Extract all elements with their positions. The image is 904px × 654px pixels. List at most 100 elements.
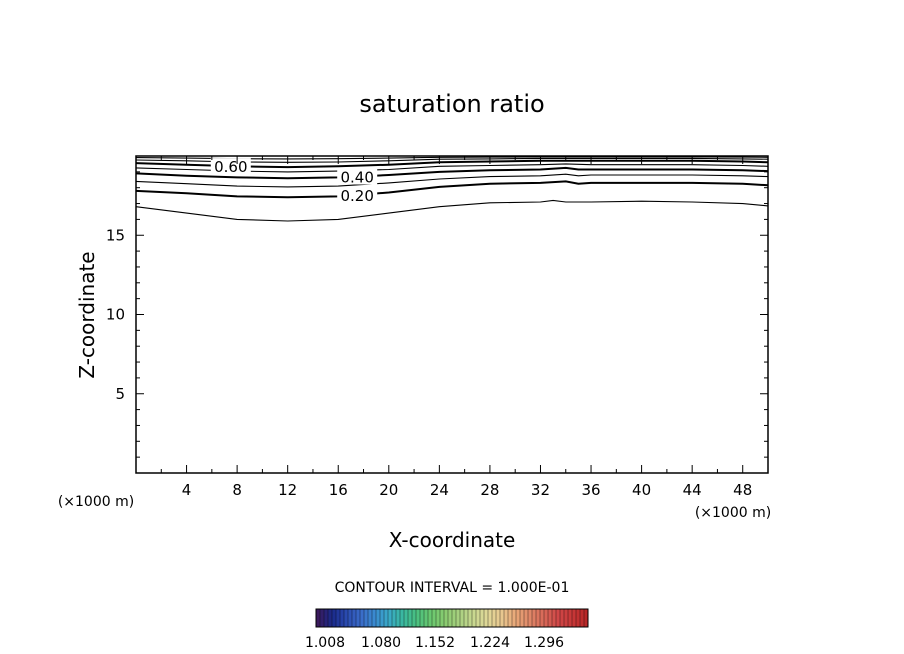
y-axis-title: Z-coordinate: [75, 251, 99, 378]
contour-interval-text: CONTOUR INTERVAL = 1.000E-01: [335, 580, 570, 596]
colorbar-cell: [316, 609, 321, 627]
x-tick-label: 40: [632, 481, 651, 499]
colorbar-cell: [572, 609, 577, 627]
colorbar-cell: [364, 609, 369, 627]
colorbar-cell: [380, 609, 385, 627]
x-unit-left: (×1000 m): [58, 494, 134, 510]
colorbar-cell: [528, 609, 533, 627]
x-tick-label: 36: [581, 481, 600, 499]
colorbar-cell: [396, 609, 401, 627]
x-axis-title: X-coordinate: [389, 528, 516, 552]
colorbar-cell: [520, 609, 525, 627]
contour-line: [135, 180, 769, 199]
colorbar-tick-label: 1.008: [305, 635, 345, 651]
colorbar-cell: [436, 609, 441, 627]
colorbar-cell: [360, 609, 365, 627]
contour-label: 0.60: [214, 158, 247, 176]
x-tick-label: 4: [182, 481, 192, 499]
colorbar-cell: [332, 609, 337, 627]
contour-label-bg: [337, 168, 378, 185]
x-tick-label: 8: [232, 481, 242, 499]
colorbar-cell: [524, 609, 529, 627]
chart-title: saturation ratio: [359, 90, 544, 118]
y-axis-ticks: 5 10 15: [106, 155, 768, 474]
colorbar-cell: [536, 609, 541, 627]
x-tick-label: 20: [379, 481, 398, 499]
contour-label: 0.20: [340, 187, 373, 205]
contour-labels: 0.200.40 0.60: [210, 158, 378, 205]
colorbar-cell: [336, 609, 341, 627]
contour-label: 0.40: [340, 169, 373, 187]
colorbar-cell: [560, 609, 565, 627]
x-tick-label: 32: [531, 481, 550, 499]
colorbar-tick-label: 1.296: [524, 635, 564, 651]
plot-frame: [135, 155, 769, 474]
contour-label-bg: [210, 158, 251, 175]
colorbar-cell: [420, 609, 425, 627]
colorbar-cell: [372, 609, 377, 627]
colorbar-cell: [344, 609, 349, 627]
y-tick-label: 5: [115, 385, 125, 403]
colorbar-cell: [384, 609, 389, 627]
colorbar-cell: [416, 609, 421, 627]
colorbar-cell: [504, 609, 509, 627]
colorbar-cell: [484, 609, 489, 627]
colorbar-tick-label: 1.080: [361, 635, 401, 651]
colorbar-cell: [488, 609, 493, 627]
colorbar-cell: [476, 609, 481, 627]
contour-line: [135, 199, 769, 222]
colorbar-cell: [452, 609, 457, 627]
colorbar-cell: [404, 609, 409, 627]
x-tick-label: 28: [480, 481, 499, 499]
colorbar-cell: [456, 609, 461, 627]
colorbar: [315, 608, 589, 628]
colorbar-cell: [432, 609, 437, 627]
colorbar-cell: [584, 609, 589, 627]
contour-line: [135, 166, 769, 180]
colorbar-cell: [352, 609, 357, 627]
y-tick-label: 10: [106, 306, 125, 324]
colorbar-cell: [460, 609, 465, 627]
colorbar-cell: [376, 609, 381, 627]
colorbar-cell: [580, 609, 585, 627]
colorbar-cell: [556, 609, 561, 627]
colorbar-cell: [532, 609, 537, 627]
colorbar-cell: [500, 609, 505, 627]
colorbar-cell: [320, 609, 325, 627]
colorbar-cell: [324, 609, 329, 627]
x-tick-label: 48: [733, 481, 752, 499]
colorbar-tick-label: 1.224: [470, 635, 510, 651]
colorbar-cell: [428, 609, 433, 627]
contour-label-bg: [337, 186, 378, 203]
colorbar-cell: [540, 609, 545, 627]
contour-line: [135, 173, 769, 188]
x-tick-label: 16: [329, 481, 348, 499]
colorbar-cell: [444, 609, 449, 627]
x-tick-label: 44: [683, 481, 702, 499]
colorbar-cell: [392, 609, 397, 627]
colorbar-cell: [368, 609, 373, 627]
colorbar-tick-labels: 1.008 1.080 1.152 1.224 1.296: [305, 635, 564, 651]
colorbar-cell: [472, 609, 477, 627]
colorbar-cell: [480, 609, 485, 627]
x-tick-label: 24: [430, 481, 449, 499]
y-tick-label: 15: [106, 226, 125, 244]
colorbar-cell: [564, 609, 569, 627]
colorbar-cell: [348, 609, 353, 627]
colorbar-cell: [356, 609, 361, 627]
colorbar-cell: [400, 609, 405, 627]
x-tick-label: 12: [278, 481, 297, 499]
colorbar-cell: [328, 609, 333, 627]
colorbar-cell: [440, 609, 445, 627]
colorbar-cell: [568, 609, 573, 627]
colorbar-cell: [464, 609, 469, 627]
colorbar-cell: [512, 609, 517, 627]
colorbar-cell: [548, 609, 553, 627]
x-axis-ticks: 4 8 12 16 20 24 28 32 36 40 44 48: [135, 156, 769, 499]
colorbar-tick-label: 1.152: [415, 635, 455, 651]
colorbar-cell: [340, 609, 345, 627]
colorbar-cell: [492, 609, 497, 627]
colorbar-cell: [544, 609, 549, 627]
contour-line: [135, 163, 769, 173]
